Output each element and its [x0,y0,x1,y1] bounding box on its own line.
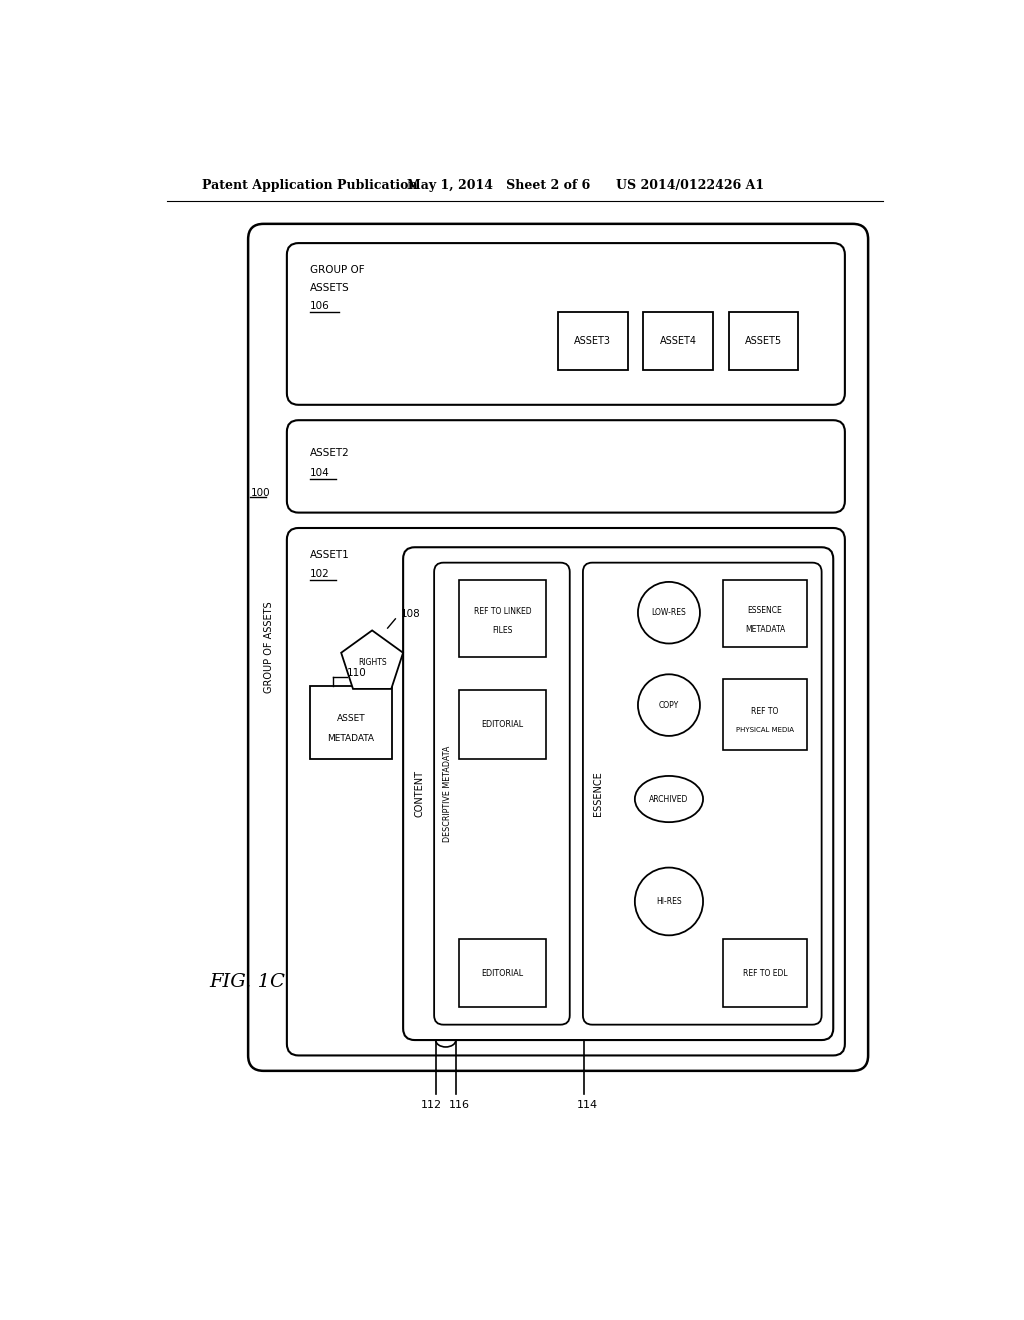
Text: METADATA: METADATA [744,626,785,634]
Text: ARCHIVED: ARCHIVED [649,795,688,804]
Bar [558,313,628,370]
Text: 100: 100 [251,488,270,499]
Text: 110: 110 [346,668,367,677]
Text: 114: 114 [577,1100,598,1110]
Bar [729,313,799,370]
Text: RIGHTS: RIGHTS [357,659,386,667]
Text: GROUP OF ASSETS: GROUP OF ASSETS [264,602,274,693]
Bar [459,581,546,657]
FancyBboxPatch shape [287,243,845,405]
Text: FIG. 1C: FIG. 1C [209,973,286,991]
Text: CONTENT: CONTENT [415,770,424,817]
Text: Patent Application Publication: Patent Application Publication [202,178,417,191]
FancyBboxPatch shape [248,224,868,1071]
FancyBboxPatch shape [583,562,821,1024]
Bar [643,313,713,370]
Text: ASSET3: ASSET3 [574,337,611,346]
Circle shape [635,867,703,936]
Ellipse shape [635,776,703,822]
FancyBboxPatch shape [434,562,569,1024]
Text: May 1, 2014   Sheet 2 of 6: May 1, 2014 Sheet 2 of 6 [407,178,590,191]
Text: 116: 116 [450,1100,470,1110]
Bar [723,940,807,1007]
Text: METADATA: METADATA [328,734,375,743]
Text: 104: 104 [310,467,330,478]
Text: 112: 112 [421,1100,442,1110]
Text: US 2014/0122426 A1: US 2014/0122426 A1 [616,178,764,191]
Polygon shape [341,631,403,689]
Text: REF TO EDL: REF TO EDL [742,969,787,978]
Bar [723,579,807,647]
Text: ESSENCE: ESSENCE [593,771,603,816]
Text: COPY: COPY [658,701,679,710]
Text: GROUP OF: GROUP OF [310,265,365,275]
FancyBboxPatch shape [403,548,834,1040]
Text: REF TO LINKED: REF TO LINKED [473,607,531,615]
Text: PHYSICAL MEDIA: PHYSICAL MEDIA [736,727,794,733]
Text: FILES: FILES [493,626,513,635]
Bar [459,940,546,1007]
Bar [723,678,807,750]
Text: 108: 108 [400,610,421,619]
FancyBboxPatch shape [287,420,845,512]
Text: REF TO: REF TO [752,706,778,715]
Text: 106: 106 [310,301,330,312]
Bar [459,689,546,759]
Text: ASSET: ASSET [337,714,366,723]
Text: ASSET1: ASSET1 [310,550,350,560]
Text: HI-RES: HI-RES [656,898,682,906]
Bar [310,686,391,759]
Text: ASSET2: ASSET2 [310,447,350,458]
Text: ASSETS: ASSETS [310,282,350,293]
FancyBboxPatch shape [287,528,845,1056]
Text: ASSET5: ASSET5 [744,337,782,346]
Circle shape [638,675,700,737]
Text: ESSENCE: ESSENCE [748,606,782,615]
Text: ASSET4: ASSET4 [659,337,696,346]
Text: EDITORIAL: EDITORIAL [481,719,523,729]
Text: 102: 102 [310,569,330,579]
Text: EDITORIAL: EDITORIAL [481,969,523,978]
Circle shape [638,582,700,644]
Text: LOW-RES: LOW-RES [651,609,686,618]
Text: DESCRIPTIVE METADATA: DESCRIPTIVE METADATA [442,746,452,842]
